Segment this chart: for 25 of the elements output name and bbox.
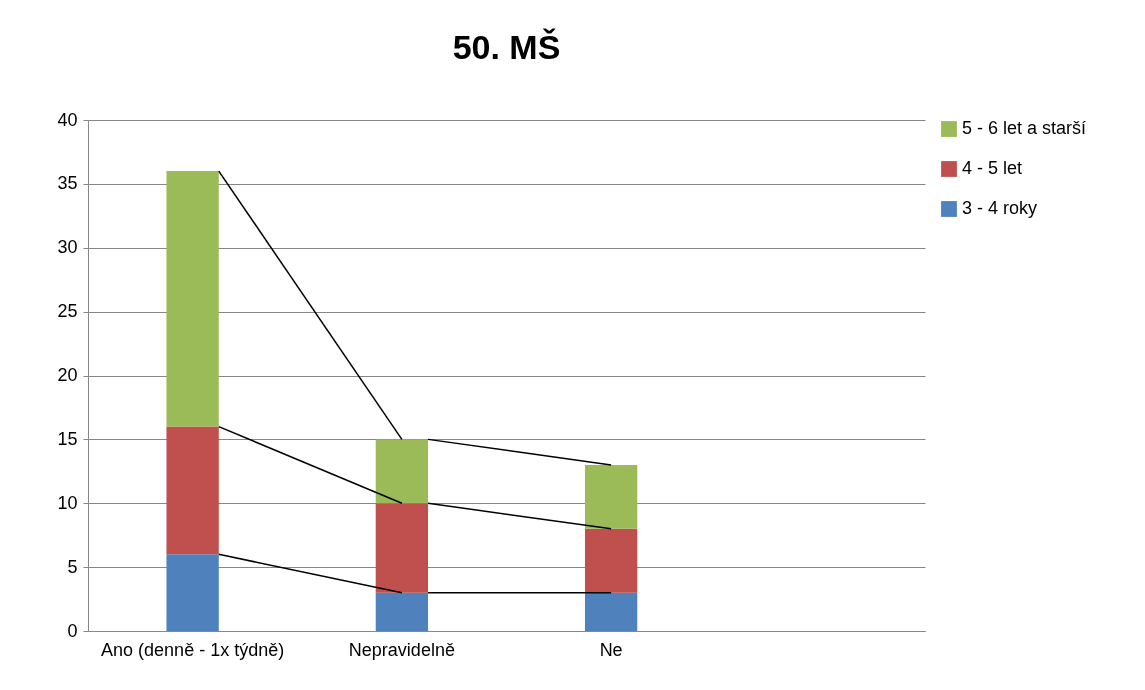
y-tick-label: 0: [67, 620, 78, 641]
bar: [584, 464, 638, 529]
bar: [166, 171, 219, 427]
legend-label: 4 - 5 let: [962, 158, 1023, 178]
y-tick-label: 5: [67, 556, 78, 577]
y-tick-label: 30: [57, 237, 78, 258]
bar: [584, 592, 638, 631]
bar: [166, 426, 219, 555]
x-tick-label: Ne: [599, 639, 623, 660]
y-tick-label: 40: [57, 109, 78, 130]
bar: [375, 503, 429, 593]
bar: [166, 554, 219, 631]
legend-label: 3 - 4 roky: [962, 198, 1038, 218]
legend-label: 5 - 6 let a starší: [962, 118, 1087, 138]
y-tick-label: 15: [57, 428, 78, 449]
x-tick-label: Nepravidelně: [348, 639, 455, 660]
chart-title: 50. MŠ: [452, 28, 561, 66]
y-tick-label: 25: [57, 301, 78, 322]
y-tick-label: 35: [57, 173, 78, 194]
bar: [375, 439, 429, 504]
bar: [375, 592, 429, 631]
x-tick-label: Ano (denně - 1x týdně): [101, 639, 285, 660]
y-tick-label: 10: [57, 492, 78, 513]
y-tick-label: 20: [57, 365, 78, 385]
bar: [584, 528, 638, 593]
